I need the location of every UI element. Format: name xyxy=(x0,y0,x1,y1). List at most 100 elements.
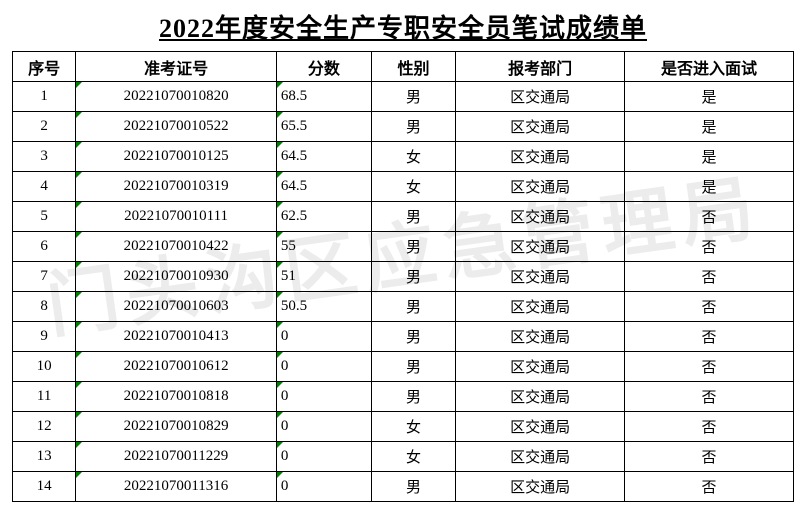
cell-seq: 5 xyxy=(13,202,76,232)
cell-gender: 女 xyxy=(371,142,455,172)
cell-dept: 区交通局 xyxy=(456,112,625,142)
cell-dept: 区交通局 xyxy=(456,172,625,202)
cell-id: 20221070010930 xyxy=(76,262,277,292)
table-header-row: 序号 准考证号 分数 性别 报考部门 是否进入面试 xyxy=(13,52,794,82)
cell-gender: 男 xyxy=(371,112,455,142)
cell-dept: 区交通局 xyxy=(456,142,625,172)
cell-seq: 14 xyxy=(13,472,76,502)
cell-id: 20221070010125 xyxy=(76,142,277,172)
cell-gender: 女 xyxy=(371,442,455,472)
cell-gender: 男 xyxy=(371,292,455,322)
table-row: 42022107001031964.5女区交通局是 xyxy=(13,172,794,202)
table-body: 12022107001082068.5男区交通局是220221070010522… xyxy=(13,82,794,502)
cell-gender: 女 xyxy=(371,172,455,202)
cell-score: 0 xyxy=(276,412,371,442)
cell-interview: 是 xyxy=(625,112,794,142)
cell-dept: 区交通局 xyxy=(456,472,625,502)
header-score: 分数 xyxy=(276,52,371,82)
cell-dept: 区交通局 xyxy=(456,322,625,352)
cell-seq: 2 xyxy=(13,112,76,142)
table-row: 32022107001012564.5女区交通局是 xyxy=(13,142,794,172)
cell-seq: 7 xyxy=(13,262,76,292)
header-gender: 性别 xyxy=(371,52,455,82)
cell-score: 0 xyxy=(276,442,371,472)
cell-score: 55 xyxy=(276,232,371,262)
cell-seq: 6 xyxy=(13,232,76,262)
table-row: 10202210700106120男区交通局否 xyxy=(13,352,794,382)
cell-gender: 女 xyxy=(371,412,455,442)
cell-id: 20221070010603 xyxy=(76,292,277,322)
cell-seq: 10 xyxy=(13,352,76,382)
content-container: 2022年度安全生产专职安全员笔试成绩单 序号 准考证号 分数 性别 报考部门 … xyxy=(0,0,806,510)
cell-dept: 区交通局 xyxy=(456,202,625,232)
cell-gender: 男 xyxy=(371,472,455,502)
score-table: 序号 准考证号 分数 性别 报考部门 是否进入面试 12022107001082… xyxy=(12,51,794,502)
cell-seq: 11 xyxy=(13,382,76,412)
table-row: 12022107001082068.5男区交通局是 xyxy=(13,82,794,112)
header-interview: 是否进入面试 xyxy=(625,52,794,82)
table-row: 22022107001052265.5男区交通局是 xyxy=(13,112,794,142)
cell-dept: 区交通局 xyxy=(456,82,625,112)
cell-id: 20221070010818 xyxy=(76,382,277,412)
cell-interview: 否 xyxy=(625,232,794,262)
cell-score: 51 xyxy=(276,262,371,292)
table-row: 12202210700108290女区交通局否 xyxy=(13,412,794,442)
cell-score: 68.5 xyxy=(276,82,371,112)
cell-score: 0 xyxy=(276,352,371,382)
cell-seq: 4 xyxy=(13,172,76,202)
cell-dept: 区交通局 xyxy=(456,382,625,412)
cell-id: 20221070011229 xyxy=(76,442,277,472)
cell-interview: 否 xyxy=(625,322,794,352)
cell-dept: 区交通局 xyxy=(456,232,625,262)
cell-seq: 8 xyxy=(13,292,76,322)
table-row: 14202210700113160男区交通局否 xyxy=(13,472,794,502)
page-title: 2022年度安全生产专职安全员笔试成绩单 xyxy=(12,8,794,45)
cell-score: 50.5 xyxy=(276,292,371,322)
cell-dept: 区交通局 xyxy=(456,352,625,382)
cell-dept: 区交通局 xyxy=(456,412,625,442)
table-row: 52022107001011162.5男区交通局否 xyxy=(13,202,794,232)
cell-id: 20221070010422 xyxy=(76,232,277,262)
cell-id: 20221070010111 xyxy=(76,202,277,232)
cell-gender: 男 xyxy=(371,352,455,382)
cell-score: 62.5 xyxy=(276,202,371,232)
cell-seq: 3 xyxy=(13,142,76,172)
cell-gender: 男 xyxy=(371,262,455,292)
cell-interview: 否 xyxy=(625,262,794,292)
cell-seq: 9 xyxy=(13,322,76,352)
cell-score: 0 xyxy=(276,472,371,502)
cell-interview: 否 xyxy=(625,472,794,502)
cell-score: 64.5 xyxy=(276,142,371,172)
cell-score: 65.5 xyxy=(276,112,371,142)
cell-interview: 是 xyxy=(625,142,794,172)
header-dept: 报考部门 xyxy=(456,52,625,82)
cell-id: 20221070010829 xyxy=(76,412,277,442)
cell-id: 20221070010413 xyxy=(76,322,277,352)
cell-gender: 男 xyxy=(371,322,455,352)
cell-seq: 12 xyxy=(13,412,76,442)
cell-gender: 男 xyxy=(371,232,455,262)
table-row: 11202210700108180男区交通局否 xyxy=(13,382,794,412)
cell-id: 20221070010522 xyxy=(76,112,277,142)
table-row: 82022107001060350.5男区交通局否 xyxy=(13,292,794,322)
cell-score: 0 xyxy=(276,382,371,412)
cell-dept: 区交通局 xyxy=(456,262,625,292)
cell-id: 20221070011316 xyxy=(76,472,277,502)
cell-interview: 是 xyxy=(625,172,794,202)
header-seq: 序号 xyxy=(13,52,76,82)
table-row: 13202210700112290女区交通局否 xyxy=(13,442,794,472)
cell-score: 0 xyxy=(276,322,371,352)
cell-id: 20221070010820 xyxy=(76,82,277,112)
header-id: 准考证号 xyxy=(76,52,277,82)
cell-interview: 否 xyxy=(625,412,794,442)
cell-seq: 1 xyxy=(13,82,76,112)
table-row: 9202210700104130男区交通局否 xyxy=(13,322,794,352)
cell-interview: 否 xyxy=(625,202,794,232)
cell-gender: 男 xyxy=(371,382,455,412)
cell-score: 64.5 xyxy=(276,172,371,202)
cell-id: 20221070010612 xyxy=(76,352,277,382)
cell-dept: 区交通局 xyxy=(456,292,625,322)
cell-interview: 否 xyxy=(625,292,794,322)
cell-id: 20221070010319 xyxy=(76,172,277,202)
table-row: 72022107001093051男区交通局否 xyxy=(13,262,794,292)
